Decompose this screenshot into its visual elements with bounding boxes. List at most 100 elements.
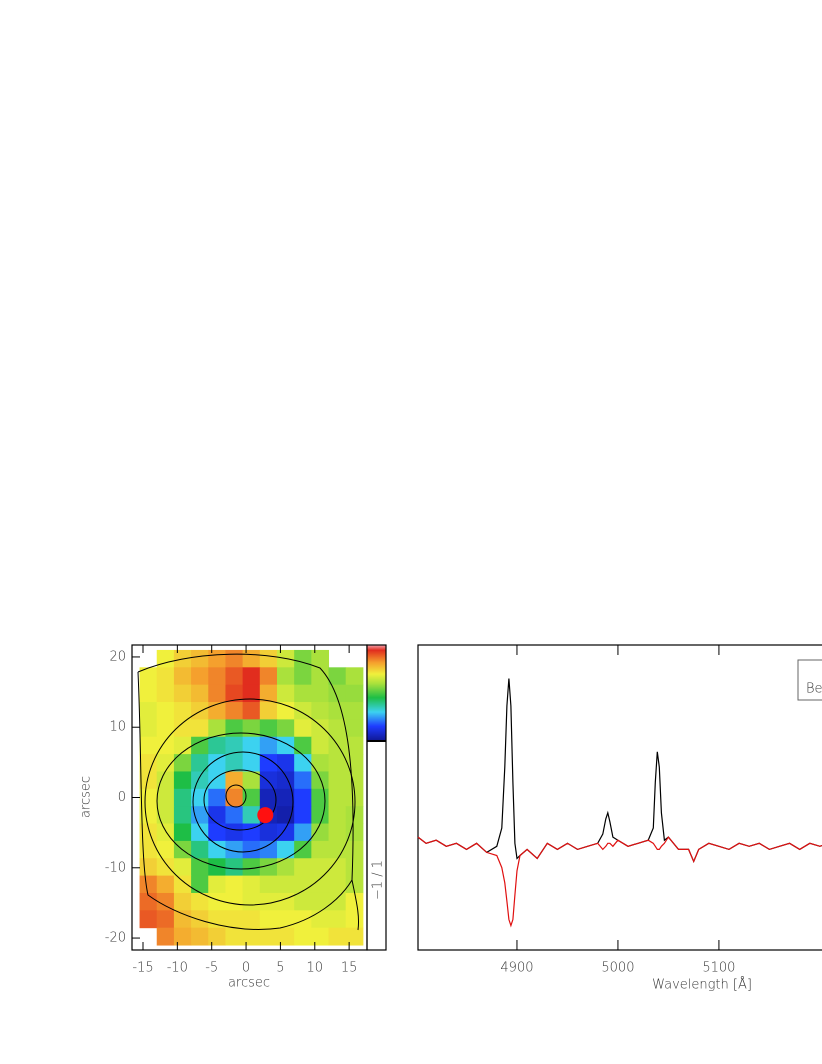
colorbar-stripe <box>367 655 386 657</box>
map-cell <box>242 667 261 686</box>
map-cell <box>294 892 312 911</box>
colorbar <box>367 645 386 742</box>
colorbar-stripe <box>367 710 386 712</box>
x-axis-label: Wavelength [Å] <box>652 977 752 993</box>
colorbar-stripe <box>367 714 386 716</box>
map-cell <box>328 788 347 807</box>
map-cell <box>276 719 295 738</box>
map-cell <box>191 684 209 703</box>
map-cell <box>139 736 158 755</box>
x-tick-label: 15 <box>341 961 358 976</box>
map-cell <box>328 858 347 877</box>
map-cell <box>311 892 330 911</box>
map-layer <box>139 649 364 946</box>
colorbar-stripe <box>367 682 386 684</box>
map-cell <box>156 927 175 946</box>
map-cell <box>139 806 158 825</box>
colorbar-stripe <box>367 725 386 727</box>
colorbar-frame <box>366 644 387 951</box>
legend-text: Be <box>806 682 822 697</box>
map-cell <box>259 754 278 772</box>
map-cell <box>259 788 278 807</box>
map-cell <box>225 684 244 703</box>
x-tick-label: -5 <box>205 961 218 976</box>
map-cell <box>328 684 347 703</box>
map-cell <box>328 719 347 738</box>
map-cell <box>276 910 295 929</box>
map-cell <box>156 702 175 720</box>
marker <box>257 807 274 824</box>
map-cell <box>294 684 312 703</box>
colorbar-stripe <box>367 647 386 649</box>
map-cell <box>173 910 192 929</box>
map-cell <box>139 858 158 877</box>
map-cell <box>345 892 364 911</box>
map-cell <box>225 927 244 946</box>
map-cell <box>294 649 312 668</box>
colorbar-stripe <box>367 678 386 680</box>
map-cell <box>276 892 295 911</box>
map-cell <box>311 754 330 772</box>
map-cell <box>242 754 261 772</box>
spectrum-line <box>417 678 822 864</box>
map-cell <box>276 754 295 772</box>
colorbar-stripe <box>367 673 386 675</box>
map-cell <box>345 702 364 720</box>
map-cell <box>259 823 278 842</box>
map-cell <box>208 892 226 911</box>
colorbar-stripe <box>367 713 386 715</box>
map-cell <box>225 823 244 842</box>
colorbar-stripe <box>367 652 386 654</box>
map-cell <box>208 788 226 807</box>
map-cell <box>139 684 158 703</box>
map-cell <box>311 788 330 807</box>
map-cell <box>156 823 175 842</box>
colorbar-stripe <box>367 701 386 703</box>
map-cell <box>208 736 226 755</box>
map-cell <box>311 667 330 686</box>
map-cell <box>225 771 244 790</box>
contour <box>225 784 247 808</box>
map-cell <box>294 736 312 755</box>
map-cell <box>328 892 347 911</box>
colorbar-stripe <box>367 674 386 676</box>
colorbar-stripe <box>367 660 386 662</box>
colorbar-stripe <box>367 708 386 710</box>
contours <box>137 653 359 931</box>
map-cell <box>311 719 330 738</box>
colorbar-stripe <box>367 680 386 682</box>
map-cell <box>328 806 347 825</box>
map-cell <box>191 927 209 946</box>
map-cell <box>276 736 295 755</box>
colorbar-stripe <box>367 699 386 701</box>
x-tick-label: -10 <box>167 961 188 976</box>
map-cell <box>259 840 278 859</box>
colorbar-stripe <box>367 698 386 700</box>
colorbar-stripe <box>367 646 386 648</box>
map-cell <box>225 667 244 686</box>
colorbar-stripe <box>367 730 386 732</box>
map-cell <box>242 823 261 842</box>
colorbar-stripe <box>367 705 386 707</box>
map-cell <box>225 754 244 772</box>
map-cell <box>276 649 295 668</box>
map-cell <box>208 649 226 668</box>
map-cell <box>259 667 278 686</box>
y-tick-label: 10 <box>109 720 126 735</box>
map-cell <box>276 806 295 825</box>
map-cell <box>259 702 278 720</box>
map-cell <box>173 806 192 825</box>
colorbar-stripe <box>367 738 386 740</box>
colorbar-stripe <box>367 712 386 714</box>
map-cell <box>294 788 312 807</box>
map-cell <box>294 875 312 894</box>
map-cell <box>225 858 244 877</box>
colorbar-stripe <box>367 737 386 739</box>
map-cell <box>156 840 175 859</box>
map-cell <box>225 806 244 825</box>
contour <box>203 769 277 831</box>
map-cell <box>156 667 175 686</box>
colorbar-stripe <box>367 711 386 713</box>
map-cell <box>345 719 364 738</box>
